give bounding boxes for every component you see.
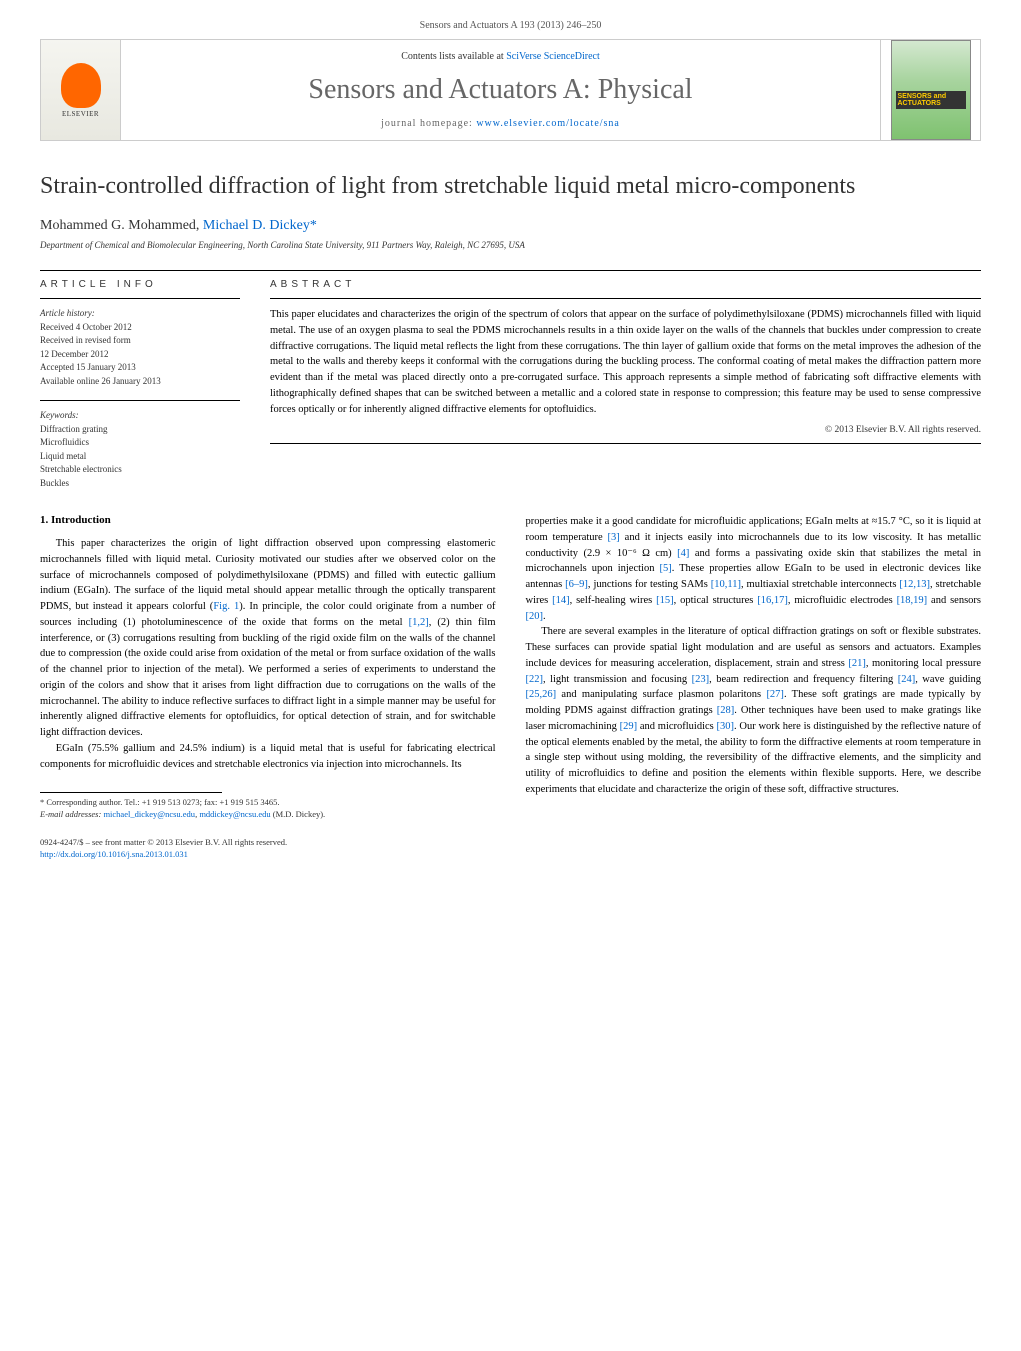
- figure-ref-link[interactable]: Fig. 1: [213, 601, 239, 612]
- divider: [270, 443, 981, 444]
- citation-link[interactable]: [14]: [552, 595, 570, 606]
- masthead-center: Contents lists available at SciVerse Sci…: [121, 40, 880, 140]
- citation-link[interactable]: [25,26]: [526, 689, 557, 700]
- revised-line-2: 12 December 2012: [40, 349, 108, 359]
- email-link-1[interactable]: michael_dickey@ncsu.edu: [103, 809, 195, 819]
- keyword: Buckles: [40, 478, 69, 488]
- citation-link[interactable]: [18,19]: [897, 595, 928, 606]
- abstract-text: This paper elucidates and characterizes …: [270, 307, 981, 417]
- elsevier-logo[interactable]: ELSEVIER: [51, 55, 111, 125]
- abstract-label: ABSTRACT: [270, 279, 981, 290]
- citation-link[interactable]: [21]: [848, 658, 866, 669]
- citation-link[interactable]: [16,17]: [757, 595, 788, 606]
- citation-link[interactable]: [28]: [717, 705, 735, 716]
- cover-label: SENSORS andACTUATORS: [896, 91, 966, 109]
- publisher-logo-box: ELSEVIER: [41, 40, 121, 140]
- affiliation: Department of Chemical and Biomolecular …: [40, 240, 981, 250]
- body-columns: 1. Introduction This paper characterizes…: [40, 514, 981, 821]
- accepted-date: Accepted 15 January 2013: [40, 362, 136, 372]
- citation-link[interactable]: [5]: [659, 563, 671, 574]
- article-title: Strain-controlled diffraction of light f…: [40, 171, 981, 202]
- keyword: Microfluidics: [40, 437, 89, 447]
- authors: Mohammed G. Mohammed, Michael D. Dickey*: [40, 218, 981, 234]
- homepage-link[interactable]: www.elsevier.com/locate/sna: [476, 118, 620, 129]
- citation-link[interactable]: [1,2]: [409, 617, 429, 628]
- body-col-right: properties make it a good candidate for …: [526, 514, 982, 821]
- citation-link[interactable]: [6–9]: [565, 579, 588, 590]
- elsevier-label: ELSEVIER: [62, 110, 99, 118]
- keyword: Diffraction grating: [40, 424, 108, 434]
- keywords-heading: Keywords:: [40, 410, 79, 420]
- journal-name: Sensors and Actuators A: Physical: [141, 74, 860, 106]
- citation-link[interactable]: [30]: [717, 721, 735, 732]
- footnote-separator: [40, 792, 222, 793]
- citation-link[interactable]: [24]: [898, 674, 916, 685]
- author-corresponding-link[interactable]: Michael D. Dickey: [203, 218, 310, 233]
- section-heading-1: 1. Introduction: [40, 514, 496, 526]
- divider: [40, 270, 981, 271]
- abstract-copyright: © 2013 Elsevier B.V. All rights reserved…: [270, 425, 981, 435]
- online-date: Available online 26 January 2013: [40, 376, 161, 386]
- citation-link[interactable]: [12,13]: [899, 579, 930, 590]
- citation-link[interactable]: [3]: [608, 532, 620, 543]
- received-date: Received 4 October 2012: [40, 322, 132, 332]
- body-col-left: 1. Introduction This paper characterizes…: [40, 514, 496, 821]
- author-1: Mohammed G. Mohammed,: [40, 218, 203, 233]
- corresponding-footnote: * Corresponding author. Tel.: +1 919 513…: [40, 797, 496, 821]
- article-history: Article history: Received 4 October 2012…: [40, 307, 240, 388]
- body-text-right: properties make it a good candidate for …: [526, 514, 982, 798]
- citation-link[interactable]: [4]: [677, 548, 689, 559]
- cover-box: SENSORS andACTUATORS: [880, 40, 980, 140]
- keywords-block: Keywords: Diffraction grating Microfluid…: [40, 409, 240, 490]
- contents-line: Contents lists available at SciVerse Sci…: [141, 51, 860, 62]
- journal-homepage: journal homepage: www.elsevier.com/locat…: [141, 118, 860, 129]
- info-abstract-row: ARTICLE INFO Article history: Received 4…: [40, 279, 981, 490]
- citation-link[interactable]: [10,11]: [711, 579, 741, 590]
- doi-link[interactable]: http://dx.doi.org/10.1016/j.sna.2013.01.…: [40, 849, 188, 859]
- citation-link[interactable]: [15]: [656, 595, 674, 606]
- homepage-prefix: journal homepage:: [381, 118, 476, 129]
- body-text-left: This paper characterizes the origin of l…: [40, 536, 496, 772]
- contents-prefix: Contents lists available at: [401, 51, 506, 62]
- divider: [40, 298, 240, 299]
- email-link-2[interactable]: mddickey@ncsu.edu: [199, 809, 270, 819]
- elsevier-tree-icon: [61, 63, 101, 108]
- article-info-column: ARTICLE INFO Article history: Received 4…: [40, 279, 240, 490]
- corresponding-marker[interactable]: *: [310, 218, 317, 233]
- revised-line-1: Received in revised form: [40, 335, 131, 345]
- keyword: Stretchable electronics: [40, 464, 122, 474]
- sciencedirect-link[interactable]: SciVerse ScienceDirect: [506, 51, 600, 62]
- journal-cover-thumbnail[interactable]: SENSORS andACTUATORS: [891, 40, 971, 140]
- email-label: E-mail addresses:: [40, 809, 103, 819]
- citation-link[interactable]: [27]: [766, 689, 784, 700]
- abstract-column: ABSTRACT This paper elucidates and chara…: [270, 279, 981, 490]
- keyword: Liquid metal: [40, 451, 86, 461]
- divider: [40, 400, 240, 401]
- issn-copyright: 0924-4247/$ – see front matter © 2013 El…: [40, 837, 287, 847]
- article-info-label: ARTICLE INFO: [40, 279, 240, 290]
- citation-link[interactable]: [20]: [526, 611, 544, 622]
- divider: [270, 298, 981, 299]
- corresponding-info: * Corresponding author. Tel.: +1 919 513…: [40, 797, 280, 807]
- citation-link[interactable]: [23]: [692, 674, 710, 685]
- masthead: ELSEVIER Contents lists available at Sci…: [40, 39, 981, 141]
- citation-link[interactable]: [22]: [526, 674, 544, 685]
- page-citation: Sensors and Actuators A 193 (2013) 246–2…: [40, 20, 981, 31]
- history-heading: Article history:: [40, 308, 95, 318]
- citation-link[interactable]: [29]: [620, 721, 638, 732]
- page-footer: 0924-4247/$ – see front matter © 2013 El…: [40, 837, 981, 861]
